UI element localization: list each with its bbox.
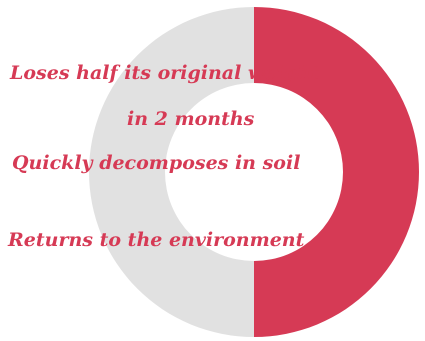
label-two-months: in 2 months bbox=[127, 108, 255, 130]
label-decomposes: Quickly decomposes in soil bbox=[12, 152, 301, 174]
donut-slice-2 bbox=[89, 7, 254, 337]
label-returns: Returns to the environment bbox=[8, 229, 305, 251]
label-half-weight: Loses half its original weight bbox=[10, 62, 320, 84]
donut-slice-1 bbox=[254, 7, 419, 337]
